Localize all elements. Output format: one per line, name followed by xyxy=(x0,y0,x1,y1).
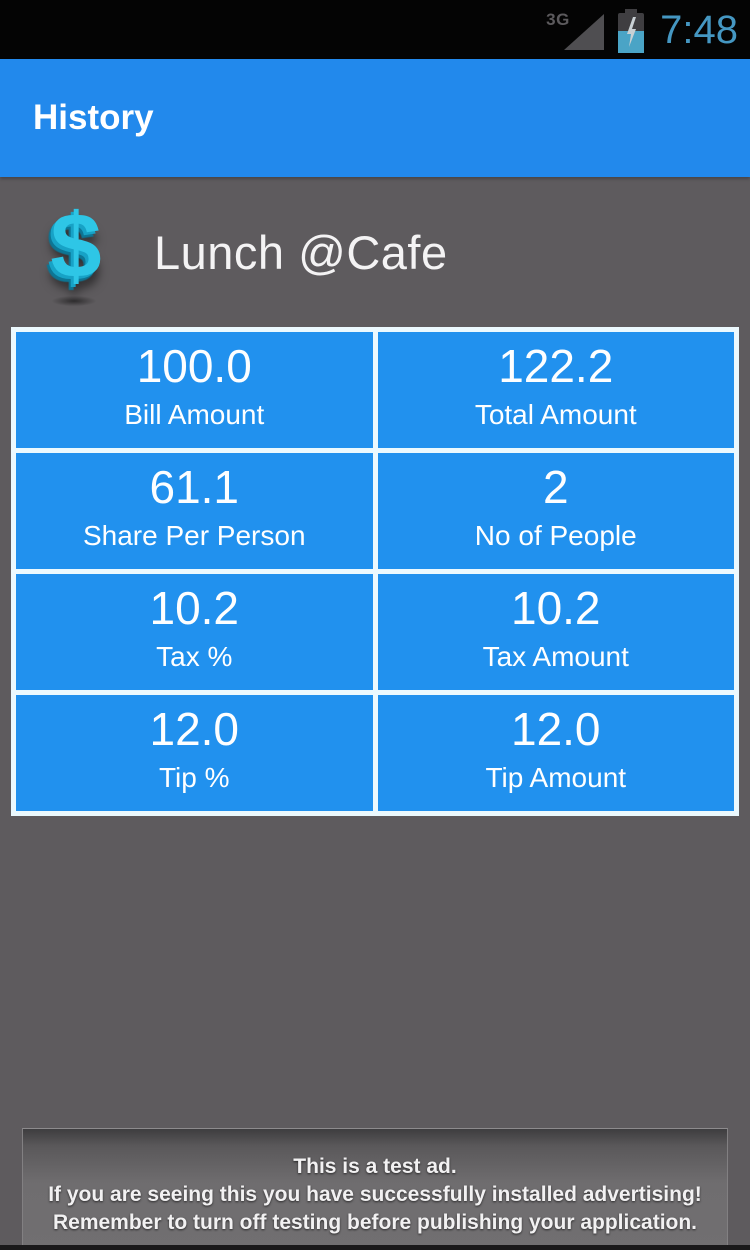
cell-value: 61.1 xyxy=(149,461,240,514)
cell-value: 12.0 xyxy=(510,703,601,756)
cell-label: No of People xyxy=(474,520,637,552)
status-bar: 3G 7:48 xyxy=(0,0,750,59)
battery-charging-icon xyxy=(618,8,645,53)
cell-label: Tax % xyxy=(156,641,233,673)
cell-value: 122.2 xyxy=(498,340,614,393)
cell-value: 100.0 xyxy=(136,340,252,393)
cell-label: Tip % xyxy=(158,762,230,794)
grid-cell-bill-amount: 100.0 Bill Amount xyxy=(16,332,373,448)
signal-strength-icon xyxy=(564,13,605,50)
cell-value: 12.0 xyxy=(149,703,240,756)
history-entry-row[interactable]: $ Lunch @Cafe xyxy=(0,177,750,327)
cell-label: Total Amount xyxy=(474,399,637,431)
network-type-label: 3G xyxy=(546,9,570,29)
ad-text-line: If you are seeing this you have successf… xyxy=(48,1183,702,1206)
page-title: History xyxy=(33,98,154,137)
grid-cell-no-of-people: 2 No of People xyxy=(377,453,734,569)
grid-cell-tax-percent: 10.2 Tax % xyxy=(16,574,373,690)
cell-label: Share Per Person xyxy=(82,520,306,552)
screen-bottom-edge xyxy=(0,1245,750,1250)
cell-value: 2 xyxy=(542,461,569,514)
ad-text-line: Remember to turn off testing before publ… xyxy=(52,1211,698,1234)
entry-title: Lunch @Cafe xyxy=(154,225,448,279)
cell-value: 10.2 xyxy=(510,582,601,635)
ad-text-line: This is a test ad. xyxy=(293,1155,457,1178)
cell-value: 10.2 xyxy=(149,582,240,635)
grid-cell-tax-amount: 10.2 Tax Amount xyxy=(377,574,734,690)
cell-label: Tax Amount xyxy=(482,641,629,673)
grid-cell-tip-percent: 12.0 Tip % xyxy=(16,695,373,811)
status-bar-clock: 7:48 xyxy=(660,7,738,52)
result-grid: 100.0 Bill Amount 122.2 Total Amount 61.… xyxy=(11,327,739,816)
cell-label: Tip Amount xyxy=(485,762,627,794)
action-bar: History xyxy=(0,59,750,177)
dollar-icon: $ xyxy=(36,194,116,310)
cell-label: Bill Amount xyxy=(124,399,265,431)
grid-cell-tip-amount: 12.0 Tip Amount xyxy=(377,695,734,811)
grid-cell-total-amount: 122.2 Total Amount xyxy=(377,332,734,448)
cell-signal-indicator: 3G xyxy=(546,8,605,52)
ad-banner[interactable]: This is a test ad. If you are seeing thi… xyxy=(22,1128,728,1250)
grid-cell-share-per-person: 61.1 Share Per Person xyxy=(16,453,373,569)
